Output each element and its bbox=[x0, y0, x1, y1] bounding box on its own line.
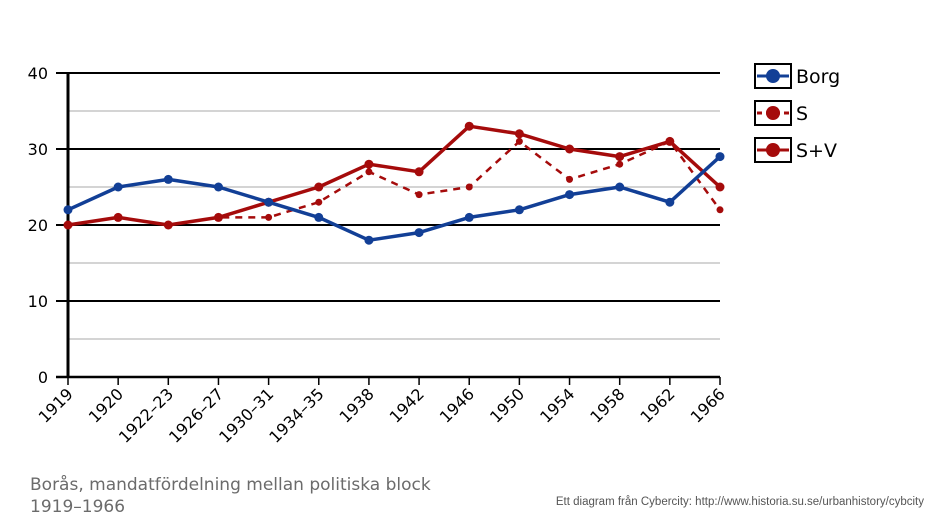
legend-label: S+V bbox=[796, 140, 837, 162]
data-point bbox=[163, 174, 173, 184]
data-point bbox=[566, 175, 574, 183]
data-point bbox=[364, 159, 374, 169]
data-point bbox=[715, 182, 725, 192]
y-tick-label: 0 bbox=[38, 368, 48, 387]
data-point bbox=[665, 136, 675, 146]
data-point bbox=[514, 129, 524, 139]
legend-marker bbox=[766, 106, 780, 120]
x-tick-label: 1946 bbox=[436, 384, 478, 426]
data-point bbox=[464, 121, 474, 131]
data-point bbox=[63, 205, 73, 215]
legend-label: Borg bbox=[796, 66, 840, 88]
x-tick-label: 1962 bbox=[636, 384, 678, 426]
data-point bbox=[213, 212, 223, 222]
data-point bbox=[465, 183, 473, 191]
data-point bbox=[364, 235, 374, 245]
data-point bbox=[565, 144, 575, 154]
series bbox=[63, 121, 725, 245]
data-point bbox=[514, 205, 524, 215]
data-point bbox=[464, 212, 474, 222]
data-point bbox=[163, 220, 173, 230]
x-tick-label: 1966 bbox=[687, 384, 729, 426]
y-tick-label: 30 bbox=[28, 140, 48, 159]
x-tick-label: 1934–35 bbox=[265, 384, 327, 446]
grid bbox=[56, 72, 720, 340]
x-tick-label: 1938 bbox=[336, 384, 378, 426]
data-point bbox=[615, 182, 625, 192]
chart-caption: Borås, mandatfördelning mellan politiska… bbox=[30, 475, 431, 517]
data-point bbox=[113, 182, 123, 192]
data-point bbox=[315, 198, 323, 206]
data-point bbox=[565, 190, 575, 200]
data-point bbox=[265, 213, 273, 221]
x-tick-label: 1919 bbox=[35, 384, 77, 426]
data-point bbox=[414, 167, 424, 177]
data-point bbox=[314, 182, 324, 192]
legend-label: S bbox=[796, 103, 808, 125]
data-point bbox=[615, 152, 625, 162]
data-point bbox=[616, 160, 624, 168]
data-point bbox=[716, 206, 724, 214]
data-point bbox=[314, 212, 324, 222]
data-point bbox=[415, 191, 423, 199]
data-point bbox=[264, 197, 274, 207]
x-tick-label: 1942 bbox=[386, 384, 428, 426]
data-point bbox=[63, 220, 73, 230]
y-tick-label: 10 bbox=[28, 292, 48, 311]
legend-marker bbox=[766, 69, 780, 83]
data-point bbox=[665, 197, 675, 207]
series-line-borg bbox=[67, 155, 722, 242]
data-point bbox=[515, 137, 523, 145]
y-tick-label: 40 bbox=[28, 64, 48, 83]
x-tick-label: 1950 bbox=[486, 384, 528, 426]
series-line-s-v bbox=[67, 124, 722, 227]
data-point bbox=[113, 212, 123, 222]
x-tick-label: 1920 bbox=[85, 384, 127, 426]
y-tick-label: 20 bbox=[28, 216, 48, 235]
legend-marker bbox=[766, 143, 780, 157]
data-point bbox=[414, 228, 424, 238]
x-tick-label: 1954 bbox=[536, 384, 578, 426]
source-credit: Ett diagram från Cybercity: http://www.h… bbox=[555, 496, 924, 508]
data-point bbox=[365, 168, 373, 176]
data-point bbox=[213, 182, 223, 192]
x-tick-label: 1958 bbox=[586, 384, 628, 426]
data-point bbox=[715, 152, 725, 162]
legend: Borg S S+V bbox=[754, 63, 840, 163]
